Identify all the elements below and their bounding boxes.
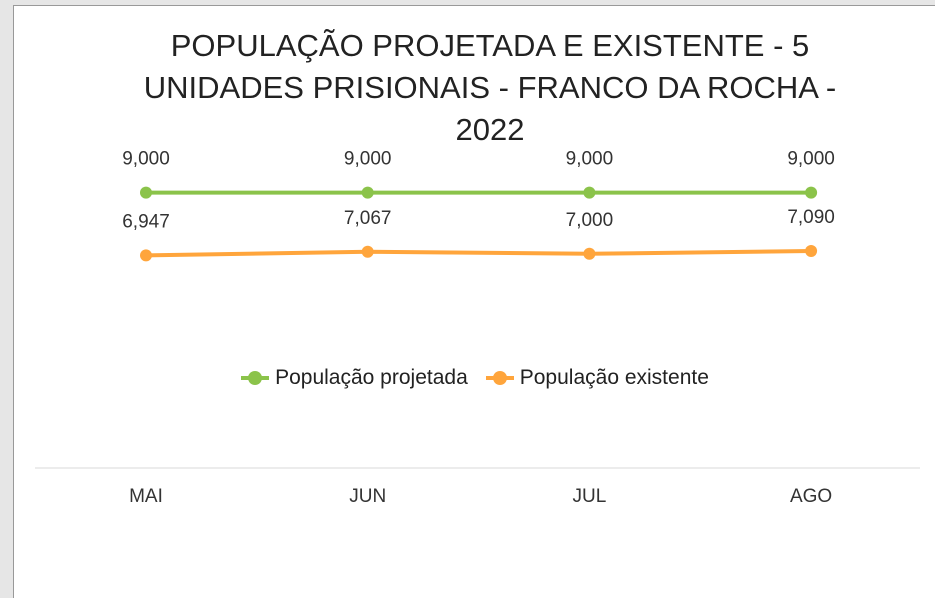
- data-label: 7,090: [787, 207, 835, 228]
- legend-dot: [248, 371, 263, 385]
- x-tick-label: JUN: [349, 486, 386, 507]
- legend: População projetada População existente: [13, 366, 935, 390]
- legend-label: População existente: [519, 366, 709, 389]
- data-label: 9,000: [566, 149, 614, 170]
- data-point: [361, 245, 374, 258]
- x-tick-label: JUL: [573, 486, 607, 507]
- legend-item: População projetada: [239, 366, 468, 390]
- x-tick-label: AGO: [790, 486, 832, 507]
- data-label: 7,067: [344, 208, 392, 229]
- legend-swatch: [485, 371, 514, 385]
- data-label: 9,000: [787, 149, 835, 170]
- data-point: [361, 186, 374, 199]
- legend-label: População projetada: [275, 366, 468, 389]
- data-point: [140, 249, 152, 262]
- legend-swatch: [241, 371, 270, 385]
- data-point: [583, 247, 596, 260]
- data-label: 7,000: [566, 210, 614, 231]
- data-label: 6,947: [122, 211, 170, 232]
- data-label: 9,000: [122, 149, 170, 170]
- data-point: [805, 186, 818, 199]
- data-point: [140, 186, 152, 199]
- x-tick-label: MAI: [129, 486, 163, 507]
- data-label: 9,000: [344, 149, 392, 170]
- legend-item: População existente: [484, 366, 709, 390]
- series-line: [145, 249, 812, 258]
- legend-dot: [492, 371, 507, 385]
- data-point: [805, 245, 818, 258]
- chart-panel: [13, 5, 935, 598]
- data-point: [583, 186, 596, 199]
- chart-title: POPULAÇÃO PROJETADA E EXISTENTE - 5 UNID…: [143, 28, 837, 147]
